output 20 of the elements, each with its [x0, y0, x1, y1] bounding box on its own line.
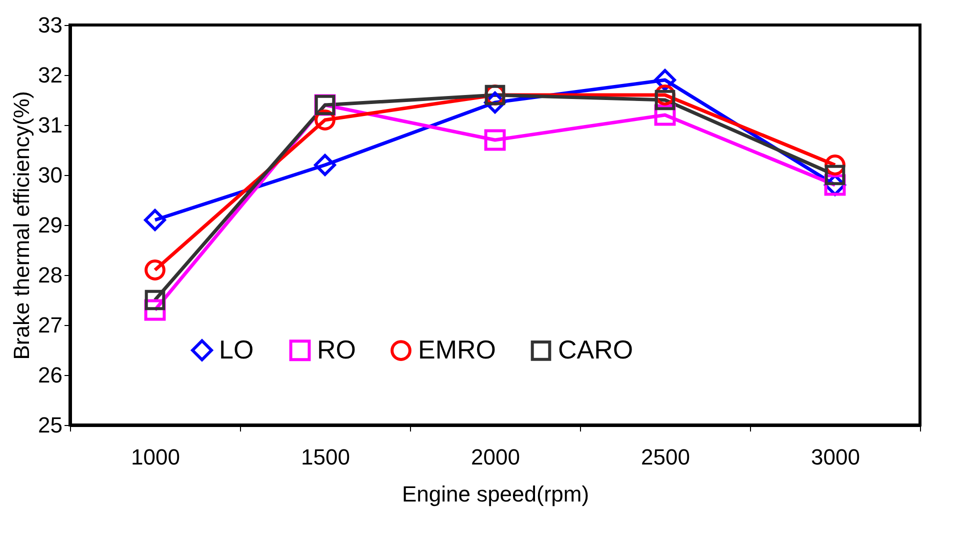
y-axis-title: Brake thermal efficiency(%) — [9, 91, 34, 360]
x-tick-label: 1000 — [131, 444, 180, 470]
y-tick-label: 31 — [38, 112, 62, 138]
x-tick-label: 3000 — [811, 444, 860, 470]
y-tick-label: 30 — [38, 162, 62, 188]
y-tick-label: 27 — [38, 312, 62, 338]
legend-label: LO — [219, 334, 254, 364]
x-axis-title: Engine speed(rpm) — [402, 482, 590, 506]
y-tick-label: 28 — [38, 262, 62, 288]
y-tick-label: 29 — [38, 212, 62, 238]
x-tick-label: 2500 — [641, 444, 690, 470]
y-tick-label: 33 — [38, 12, 62, 38]
x-tick-label: 2000 — [471, 444, 520, 470]
legend-label: CARO — [558, 334, 634, 365]
y-tick-label: 25 — [38, 412, 62, 438]
y-tick-label: 26 — [38, 362, 62, 388]
legend-label: RO — [317, 334, 356, 364]
y-tick-label: 32 — [38, 62, 62, 88]
legend-label: EMRO — [418, 334, 496, 365]
x-tick-label: 1500 — [301, 444, 350, 470]
